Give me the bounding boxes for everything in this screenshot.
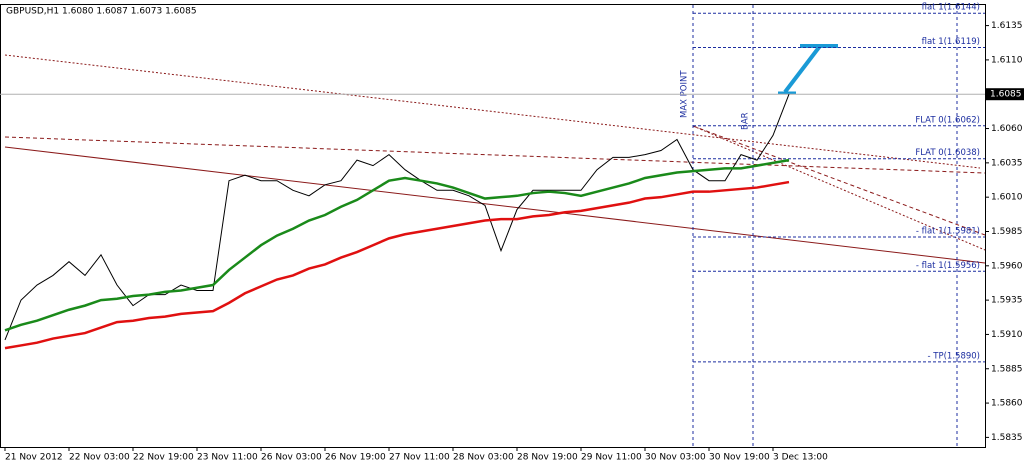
level-label: FLAT 0(1.6038) — [915, 148, 980, 158]
x-tick-label: 30 Nov 03:00 — [645, 453, 706, 463]
x-tick-label: 3 Dec 13:00 — [773, 453, 828, 463]
y-tick-label: 1.6135 — [991, 21, 1023, 31]
y-tick-label: 1.5860 — [991, 399, 1023, 409]
target-arrow — [783, 44, 822, 94]
x-tick-label: 28 Nov 03:00 — [453, 453, 514, 463]
x-tick-label: 30 Nov 19:00 — [709, 453, 770, 463]
x-tick-label: 21 Nov 2012 — [5, 453, 63, 463]
y-tick-label: 1.6060 — [991, 124, 1023, 134]
x-tick-label: 28 Nov 19:00 — [517, 453, 578, 463]
trend-line — [692, 125, 986, 251]
y-tick-label: 1.6035 — [991, 158, 1023, 168]
x-tick-label: 26 Nov 03:00 — [261, 453, 322, 463]
moving-average — [4, 158, 790, 332]
level-label: flat 1(1.6144) — [922, 3, 980, 13]
chart-title: GBPUSD,H1 1.6080 1.6087 1.6073 1.6085 — [6, 7, 197, 17]
y-tick-label: 1.5910 — [991, 330, 1023, 340]
y-tick-label: 1.5885 — [991, 364, 1023, 374]
level-label: FLAT 0(1.6062) — [915, 115, 980, 125]
y-tick-label: 1.5935 — [991, 296, 1023, 306]
plot-frame — [0, 4, 986, 448]
x-tick-label: 22 Nov 03:00 — [69, 453, 130, 463]
x-tick-label: 23 Nov 11:00 — [197, 453, 258, 463]
y-tick-label: 1.5985 — [991, 227, 1023, 237]
trend-line — [4, 54, 981, 169]
x-tick-label: 22 Nov 19:00 — [133, 453, 194, 463]
y-tick-label: 1.6110 — [991, 55, 1023, 65]
x-tick-label: 26 Nov 19:00 — [325, 453, 386, 463]
current-price-box — [986, 88, 1024, 101]
level-label: - flat 1(1.5956) — [916, 261, 980, 271]
x-tick-label: 27 Nov 11:00 — [389, 453, 450, 463]
trend-line — [4, 136, 986, 174]
price-line — [4, 94, 790, 341]
y-tick-label: 1.5835 — [991, 433, 1023, 443]
level-label: - TP(1.5890) — [928, 351, 980, 361]
trend-line — [4, 146, 986, 264]
trend-line — [692, 125, 986, 236]
level-label: - flat 1(1.5981) — [916, 226, 980, 236]
y-tick-label: 1.6010 — [991, 193, 1023, 203]
level-label: flat 1(1.6119) — [922, 37, 980, 47]
current-price-label: 1.6085 — [990, 90, 1022, 100]
x-tick-label: 29 Nov 11:00 — [581, 453, 642, 463]
annotation: BAR — [741, 112, 751, 130]
moving-average — [4, 180, 790, 350]
y-tick-label: 1.5960 — [991, 261, 1023, 271]
